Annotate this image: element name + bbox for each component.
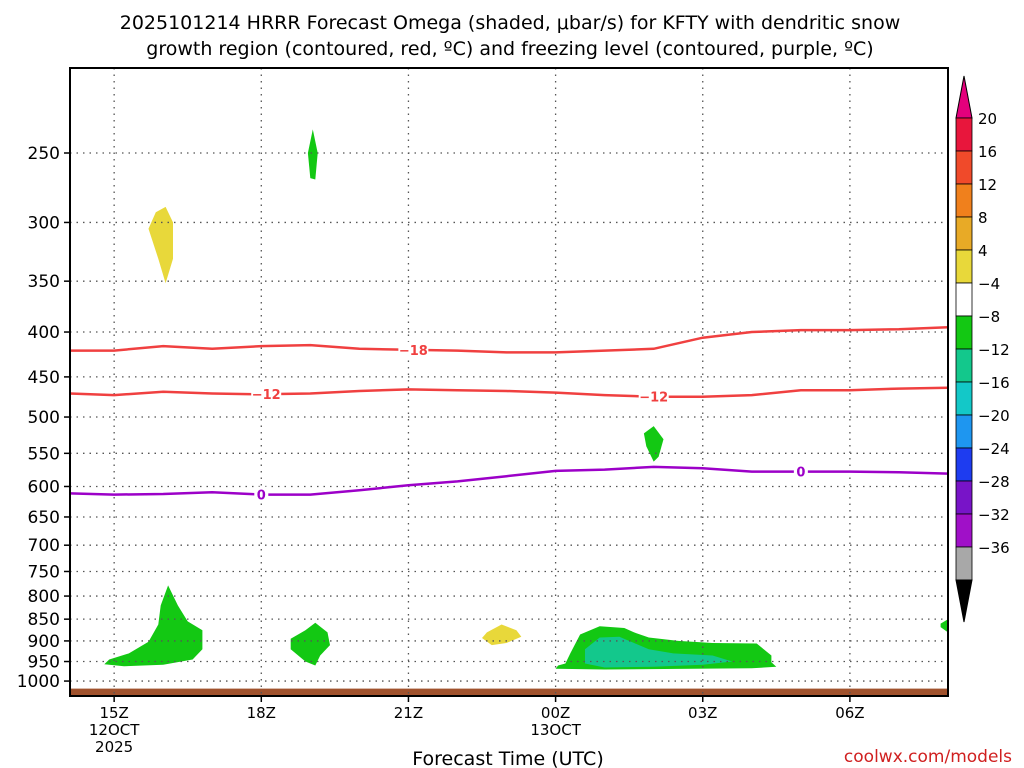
omega-region-green-edge <box>940 619 948 633</box>
contour-label--18: −18 <box>399 344 428 359</box>
colorbar-segment <box>955 183 973 218</box>
colorbar-label: 8 <box>978 209 988 227</box>
omega-region-yellow-upper <box>148 206 173 284</box>
colorbar-segment <box>955 150 973 185</box>
colorbar-label: 12 <box>978 176 997 194</box>
contour-label-bg <box>793 463 808 480</box>
y-tick-label: 650 <box>28 508 60 528</box>
contour-label-0: 0 <box>796 466 805 481</box>
x-tick-label: 15Z <box>99 704 128 722</box>
x-tick-label: 13OCT <box>530 721 581 739</box>
colorbar-top-arrow <box>955 75 973 119</box>
colorbar-segment <box>955 216 973 251</box>
colorbar-label: −28 <box>978 473 1010 491</box>
y-tick-label: 500 <box>28 408 60 428</box>
chart-title-line-2: growth region (contoured, red, ºC) and f… <box>146 38 873 60</box>
x-tick-label: 21Z <box>394 704 423 722</box>
contour-label-bg <box>254 486 269 503</box>
colorbar-label: −24 <box>978 440 1010 458</box>
y-tick-label: 800 <box>28 587 60 607</box>
x-tick-label: 06Z <box>835 704 864 722</box>
omega-region-green-550 <box>643 426 664 462</box>
plot-content: −18 −12 −12 0 0 <box>70 68 948 696</box>
y-tick-label: 700 <box>28 536 60 556</box>
colorbar-label: 20 <box>978 110 997 128</box>
colorbar-segment <box>955 315 973 350</box>
contour-label-bg <box>251 386 282 403</box>
x-tick-label: 18Z <box>247 704 276 722</box>
x-tick-label: 00Z <box>541 704 570 722</box>
contour-0 <box>70 465 948 496</box>
y-tick-label: 300 <box>28 213 60 233</box>
colorbar-label: −4 <box>978 275 1000 293</box>
y-tick-label: 950 <box>28 653 60 673</box>
contour-label-bg <box>638 388 669 405</box>
y-tick-label: 350 <box>28 272 60 292</box>
colorbar-label: 16 <box>978 143 997 161</box>
omega-region-green-low-2 <box>290 622 330 666</box>
y-tick-label: 900 <box>28 632 60 652</box>
contour--12 <box>70 386 948 398</box>
omega-region-yellow-low <box>482 624 522 646</box>
colorbar-segment <box>955 447 973 482</box>
contour-label-0: 0 <box>257 489 266 504</box>
colorbar-label: 4 <box>978 242 988 260</box>
colorbar-label: −36 <box>978 539 1010 557</box>
x-tick-label: 2025 <box>95 738 133 756</box>
colorbar-segment <box>955 282 973 317</box>
colorbar-segment <box>955 348 973 383</box>
x-tick-label: 12OCT <box>89 721 140 739</box>
y-tick-label: 750 <box>28 562 60 582</box>
omega-region-green-low-1 <box>104 585 203 667</box>
ground-fill <box>70 688 948 696</box>
colorbar: 20 16 12 8 4 −4 −8 −12 −16 −20 −24 −28 −32 −36 <box>955 75 1010 623</box>
colorbar-label: −16 <box>978 374 1010 392</box>
watermark: coolwx.com/models <box>844 747 1012 767</box>
colorbar-segment <box>955 381 973 416</box>
chart-title-line-1: 2025101214 HRRR Forecast Omega (shaded, … <box>120 12 901 34</box>
colorbar-segment <box>955 513 973 548</box>
colorbar-label: −32 <box>978 506 1010 524</box>
y-tick-label: 400 <box>28 323 60 343</box>
y-tick-label: 550 <box>28 444 60 464</box>
colorbar-label: −12 <box>978 341 1010 359</box>
omega-region-teal-low-3 <box>585 636 733 668</box>
colorbar-segment <box>955 546 973 581</box>
y-tick-label: 250 <box>28 144 60 164</box>
y-tick-label: 850 <box>28 610 60 630</box>
contour-label--12: −12 <box>639 391 668 406</box>
contour-label-bg <box>398 341 429 358</box>
plot-area: −18 −12 −12 0 0 250 300 350 400 450 500 550 600 650 70… <box>17 67 949 756</box>
colorbar-bottom-arrow <box>955 579 973 623</box>
colorbar-segment <box>955 117 973 152</box>
x-axis-label: Forecast Time (UTC) <box>412 748 603 768</box>
y-tick-label: 450 <box>28 368 60 388</box>
colorbar-label: −20 <box>978 407 1010 425</box>
colorbar-segment <box>955 249 973 284</box>
x-tick-label: 03Z <box>688 704 717 722</box>
colorbar-segment <box>955 414 973 449</box>
colorbar-segment <box>955 480 973 515</box>
contour-label--12: −12 <box>252 388 281 403</box>
contour--18 <box>70 325 948 354</box>
colorbar-label: −8 <box>978 308 1000 326</box>
omega-region-green-400-top <box>307 129 318 180</box>
y-tick-label: 1000 <box>17 672 60 692</box>
plot-frame <box>69 67 949 697</box>
y-tick-label: 600 <box>28 477 60 497</box>
